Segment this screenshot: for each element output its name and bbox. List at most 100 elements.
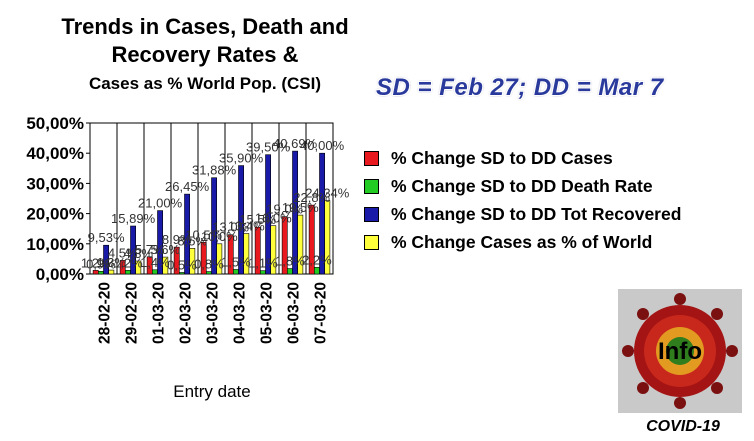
data-label: 8,9%	[162, 232, 192, 247]
x-tick-label: 07-03-20	[313, 282, 330, 344]
bar	[157, 210, 163, 275]
data-label: 4,3%	[123, 246, 153, 261]
bar	[152, 269, 158, 275]
data-label: 19,0%	[266, 202, 303, 217]
data-label: 24,34%	[305, 185, 350, 200]
data-label: 4,5%	[108, 245, 138, 260]
y-tick-label: 40,00%	[26, 144, 84, 163]
legend-label-world: % Change Cases as % of World	[391, 231, 653, 252]
legend: % Change SD to DD Cases % Change SD to D…	[364, 144, 681, 256]
bar	[189, 248, 196, 275]
x-tick-label: 29-02-20	[124, 282, 141, 344]
bar	[270, 225, 277, 275]
x-tick-label: 05-03-20	[259, 282, 276, 344]
legend-swatch-death-rate	[364, 178, 379, 194]
bar	[130, 225, 136, 275]
x-tick-label: 03-03-20	[205, 282, 222, 344]
data-label: 9,53%	[88, 230, 125, 245]
data-label: 13,4%	[228, 219, 265, 234]
data-label: 5,6%	[150, 242, 180, 257]
bar	[243, 233, 250, 275]
data-label: 40,69%	[273, 136, 318, 151]
y-tick-label: 0,00%	[36, 265, 84, 284]
badge-caption: COVID-19	[646, 418, 720, 435]
data-label: 0,9%	[86, 256, 116, 271]
bar	[125, 270, 131, 275]
bar	[238, 165, 244, 275]
data-label: 13,0%	[212, 220, 249, 235]
bar	[184, 193, 190, 275]
x-tick-label: 02-03-20	[178, 282, 195, 344]
x-tick-label: 06-03-20	[286, 282, 303, 344]
x-tick-label: 04-03-20	[232, 282, 249, 344]
data-label: 2,2%	[302, 252, 332, 267]
bar	[211, 177, 217, 275]
bar	[324, 200, 331, 275]
bar	[281, 216, 288, 275]
dates-note: SD = Feb 27; DD = Mar 7	[376, 74, 664, 101]
legend-item-recovered: % Change SD to DD Tot Recovered	[364, 200, 681, 228]
bar	[103, 244, 109, 275]
bar	[135, 260, 142, 275]
bar	[108, 269, 115, 275]
data-label: 26,45%	[165, 179, 210, 194]
bar	[265, 154, 271, 275]
y-tick-label: 10,00%	[26, 235, 84, 254]
bar	[119, 260, 126, 275]
data-label: 35,90%	[219, 151, 264, 166]
bar	[98, 270, 104, 275]
legend-label-recovered: % Change SD to DD Tot Recovered	[391, 203, 682, 224]
bar	[227, 234, 234, 275]
legend-label-cases: % Change SD to DD Cases	[391, 147, 613, 168]
data-label: 39,50%	[246, 140, 291, 155]
bar	[292, 150, 298, 275]
bar	[216, 243, 223, 275]
legend-swatch-world	[364, 234, 379, 250]
data-label: 31,88%	[192, 163, 237, 178]
x-tick-label: 01-03-20	[151, 282, 168, 344]
data-label: 22,8%	[293, 190, 330, 205]
bar	[313, 267, 320, 275]
data-label: 15,89%	[111, 211, 156, 226]
chart-title-line-2: Recovery Rates &	[111, 42, 299, 67]
bar	[179, 272, 185, 275]
bar	[259, 270, 266, 275]
bar	[162, 256, 169, 275]
y-tick-label: 50,00%	[26, 114, 84, 133]
bar	[286, 268, 293, 275]
legend-item-death-rate: % Change SD to DD Death Rate	[364, 172, 681, 200]
data-label: 1,8%	[275, 254, 305, 269]
data-label: 0,8%	[194, 257, 224, 272]
data-label: 5,7%	[135, 242, 165, 257]
chart-subtitle: Cases as % World Pop. (CSI)	[88, 74, 322, 93]
x-axis-title: Entry date	[173, 382, 251, 401]
legend-label-death-rate: % Change SD to DD Death Rate	[391, 175, 653, 196]
y-tick-label: 20,00%	[26, 205, 84, 224]
data-label: 19,5%	[282, 200, 319, 215]
data-label: 1,2%	[113, 255, 143, 270]
data-label: 10,5%	[185, 227, 222, 242]
data-label: 1,3%	[96, 255, 126, 270]
bar	[233, 269, 239, 275]
data-label: 21,00%	[138, 196, 183, 211]
bar	[200, 241, 207, 275]
data-label: 1,1%	[248, 256, 278, 271]
legend-swatch-cases	[364, 150, 379, 166]
data-label: 1,2%	[81, 255, 111, 270]
bar	[206, 271, 212, 275]
data-label: 1,5%	[221, 254, 251, 269]
x-tick-label: 28-02-20	[97, 282, 114, 344]
data-label: 0,5%	[167, 257, 197, 272]
data-label: 1,4%	[140, 255, 170, 270]
y-tick-label: 30,00%	[26, 174, 84, 193]
legend-item-world: % Change Cases as % of World	[364, 228, 681, 256]
data-label: 10,0%	[201, 229, 238, 244]
bar	[173, 246, 180, 275]
data-label: 16,0%	[255, 211, 292, 226]
bar	[146, 256, 153, 275]
data-label: 8,5%	[177, 233, 207, 248]
bar	[297, 214, 304, 275]
legend-item-cases: % Change SD to DD Cases	[364, 144, 681, 172]
bar	[308, 204, 315, 275]
